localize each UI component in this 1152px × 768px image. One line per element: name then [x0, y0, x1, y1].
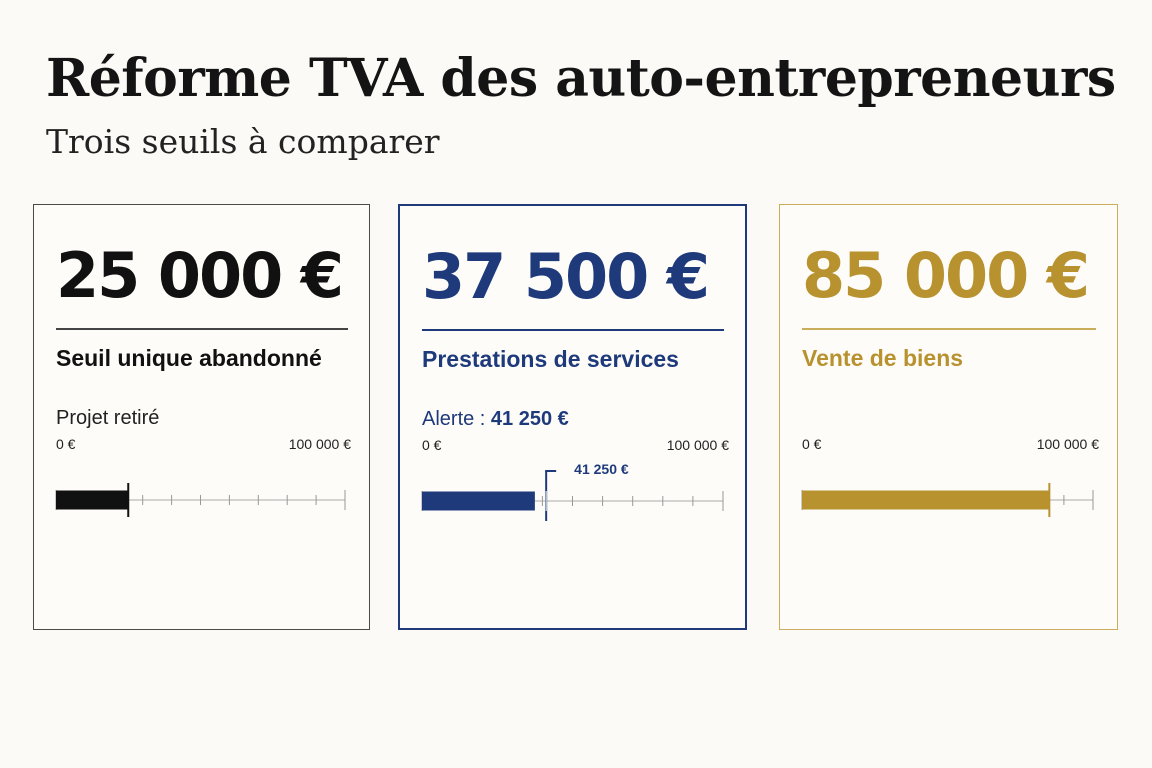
card-note-text: Alerte : — [422, 408, 491, 430]
card-divider — [422, 329, 724, 331]
axis-max-label: 100 000 € — [667, 437, 729, 453]
card-amount: 25 000 € — [56, 239, 344, 312]
card-note-value: 41 250 € — [490, 408, 569, 430]
page-subtitle: Trois seuils à comparer — [46, 122, 440, 161]
card-amount: 37 500 € — [422, 240, 710, 313]
axis-max-label: 100 000 € — [289, 436, 351, 452]
axis-min-label: 0 € — [56, 436, 76, 452]
page-title: Réforme TVA des auto-entrepreneurs — [46, 48, 1116, 109]
threshold-gauge: 0 € 100 000 € — [801, 436, 1099, 517]
threshold-bar — [422, 491, 535, 511]
card-note: Alerte : 41 250 € — [422, 408, 569, 431]
card-label: Vente de biens — [802, 345, 964, 371]
card-note: Projet retiré — [56, 407, 159, 430]
axis-min-label: 0 € — [802, 436, 822, 452]
card-label: Prestations de services — [422, 346, 679, 372]
threshold-card-single: 25 000 € Seuil unique abandonné Projet r… — [33, 204, 370, 630]
axis-min-label: 0 € — [422, 437, 442, 453]
card-divider — [56, 328, 348, 330]
card-label: Seuil unique abandonné — [56, 345, 322, 371]
threshold-gauge: 0 € 100 000 € 41 250 € — [421, 437, 729, 521]
axis-max-label: 100 000 € — [1037, 436, 1099, 452]
card-amount: 85 000 € — [802, 239, 1090, 312]
threshold-gauge: 0 € 100 000 € — [55, 436, 351, 517]
threshold-card-goods: 85 000 € Vente de biens 0 € 100 000 € — [779, 204, 1118, 630]
alert-marker-label: 41 250 € — [574, 461, 629, 477]
threshold-bar — [56, 490, 129, 510]
card-note-text: Projet retiré — [56, 407, 160, 429]
card-divider — [802, 328, 1096, 330]
threshold-bar — [802, 490, 1050, 510]
threshold-card-services: 37 500 € Prestations de services Alerte … — [398, 204, 747, 630]
